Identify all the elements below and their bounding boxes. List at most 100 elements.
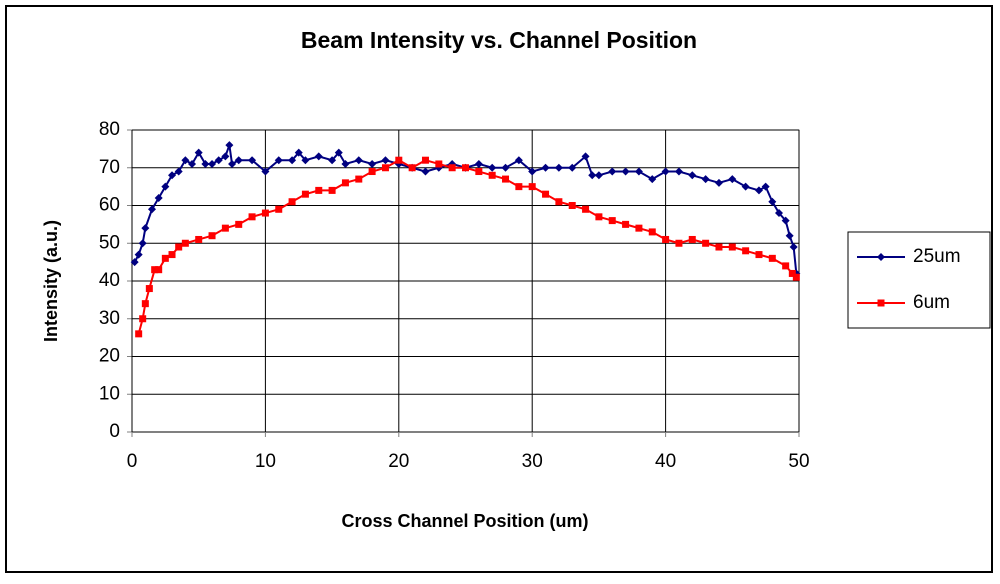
data-point	[168, 171, 177, 180]
data-point	[354, 156, 363, 165]
data-point	[528, 183, 536, 191]
data-point	[294, 148, 303, 157]
data-point	[421, 167, 430, 176]
data-point	[274, 156, 283, 165]
data-point	[774, 209, 783, 218]
x-tick-label: 20	[388, 451, 409, 472]
data-point	[448, 164, 456, 172]
data-point	[515, 183, 523, 191]
legend-label: 6um	[913, 292, 950, 313]
data-point	[785, 231, 794, 240]
data-point	[139, 315, 147, 323]
data-point	[688, 171, 697, 180]
data-point	[195, 235, 203, 243]
data-point	[568, 163, 577, 172]
data-point	[662, 235, 670, 243]
data-point	[541, 163, 550, 172]
data-point	[488, 171, 496, 179]
y-tick-label: 30	[99, 308, 120, 329]
y-tick-label: 80	[99, 119, 120, 140]
data-point	[381, 164, 389, 172]
data-point	[788, 269, 796, 277]
y-tick-label: 40	[99, 270, 120, 291]
legend-marker	[877, 299, 885, 307]
data-point	[135, 330, 143, 338]
data-point	[275, 205, 283, 213]
data-point	[688, 235, 696, 243]
legend	[847, 231, 991, 329]
data-point	[595, 213, 603, 221]
data-point	[622, 220, 630, 228]
data-point	[248, 213, 256, 221]
data-point	[368, 159, 377, 168]
y-tick-label: 50	[99, 232, 120, 253]
data-point	[502, 175, 510, 183]
x-tick-label: 50	[788, 451, 809, 472]
data-point	[728, 243, 736, 251]
data-point	[328, 186, 336, 194]
data-point	[555, 198, 563, 206]
data-point	[594, 171, 603, 180]
data-point	[148, 205, 157, 214]
data-point	[288, 198, 296, 206]
data-point	[648, 175, 657, 184]
data-point	[161, 254, 169, 262]
data-point	[368, 168, 376, 176]
data-point	[175, 243, 183, 251]
data-point	[155, 266, 163, 274]
x-tick-label: 10	[255, 451, 276, 472]
data-point	[214, 156, 223, 165]
data-point	[634, 167, 643, 176]
data-point	[228, 159, 237, 168]
data-point	[421, 156, 429, 164]
data-point	[701, 175, 710, 184]
data-point	[201, 159, 210, 168]
x-tick-label: 0	[127, 451, 138, 472]
data-point	[161, 182, 170, 191]
data-point	[194, 148, 203, 157]
data-point	[755, 251, 763, 259]
data-point	[435, 160, 443, 168]
data-point	[314, 152, 323, 161]
data-point	[301, 190, 309, 198]
data-point	[138, 239, 147, 248]
data-point	[635, 224, 643, 232]
data-point	[768, 254, 776, 262]
data-point	[554, 163, 563, 172]
data-point	[381, 156, 390, 165]
data-point	[208, 232, 216, 240]
data-point	[514, 156, 523, 165]
data-point	[235, 220, 243, 228]
data-point	[741, 182, 750, 191]
data-point	[742, 247, 750, 255]
data-point	[288, 156, 297, 165]
chart-title: Beam Intensity vs. Channel Position	[301, 27, 697, 53]
data-point	[221, 224, 229, 232]
data-point	[225, 141, 234, 150]
y-axis-label: Intensity (a.u.)	[41, 220, 61, 342]
data-point	[768, 197, 777, 206]
data-point	[608, 167, 617, 176]
data-point	[462, 164, 469, 172]
x-tick-label: 30	[522, 451, 543, 472]
data-point	[141, 300, 149, 308]
data-point	[174, 167, 183, 176]
data-point	[789, 243, 798, 252]
y-tick-label: 70	[99, 157, 120, 178]
data-point	[234, 156, 243, 165]
data-point	[488, 163, 497, 172]
y-tick-label: 60	[99, 195, 120, 216]
data-point	[528, 167, 537, 176]
y-tick-label: 10	[99, 383, 120, 404]
data-point	[188, 159, 197, 168]
data-point	[582, 205, 590, 213]
legend-marker	[877, 253, 885, 261]
data-point	[328, 156, 337, 165]
data-point	[141, 224, 150, 233]
data-point	[315, 186, 323, 194]
data-point	[154, 193, 163, 202]
data-point	[761, 182, 770, 191]
data-point	[181, 156, 190, 165]
x-tick-label: 40	[655, 451, 676, 472]
